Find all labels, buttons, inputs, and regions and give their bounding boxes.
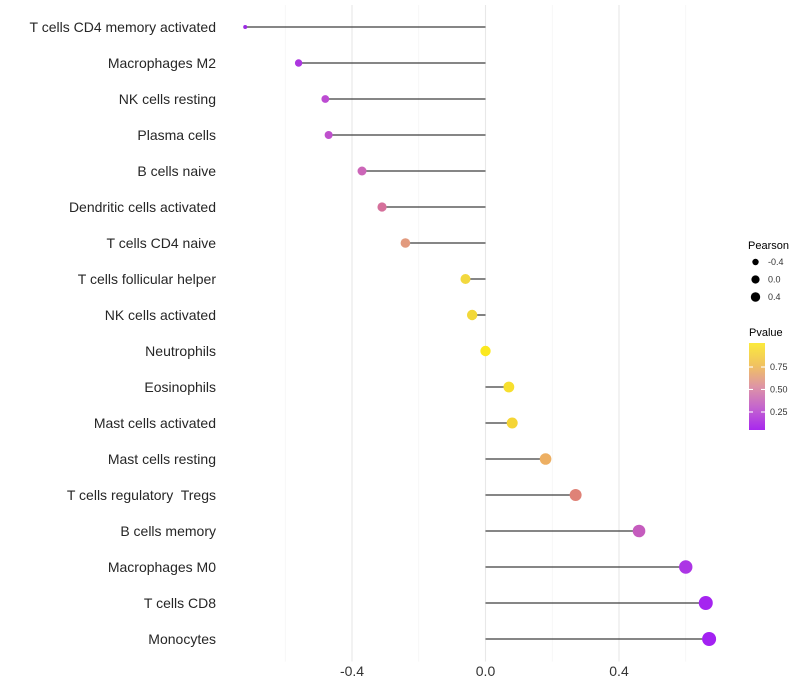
category-label: B cells memory <box>120 523 216 539</box>
category-label: Macrophages M2 <box>108 55 216 71</box>
lollipop-dot <box>632 524 646 538</box>
category-label: T cells regulatory Tregs <box>67 487 216 503</box>
lollipop-dot <box>460 274 471 284</box>
legend-pvalue-title: Pvalue <box>749 327 783 339</box>
category-label: T cells CD4 naive <box>107 235 217 251</box>
x-tick-label: 0.4 <box>609 663 629 679</box>
lollipop-dot <box>324 131 333 139</box>
category-label: Monocytes <box>148 631 216 647</box>
colorbar-ticks: 0.75 0.50 0.25 <box>749 362 788 417</box>
lollipop-dot <box>569 489 582 501</box>
legend-pearson: Pearson -0.4 0.0 0.4 <box>748 240 789 302</box>
legend-pearson-title: Pearson <box>748 240 789 252</box>
category-labels: T cells CD4 memory activated Macrophages … <box>30 19 217 647</box>
category-label: Macrophages M0 <box>108 559 216 575</box>
colorbar-label: 0.50 <box>770 384 788 394</box>
category-label: T cells CD8 <box>144 595 216 611</box>
x-tick-label: -0.4 <box>340 663 364 679</box>
legend-size-label: -0.4 <box>768 257 784 267</box>
lollipop-dot <box>539 453 552 465</box>
lollipop-dot <box>357 166 367 176</box>
category-label: Mast cells activated <box>94 415 216 431</box>
lollipop-dot <box>377 202 387 212</box>
lollipop-dot <box>243 25 248 29</box>
lollipop-dot <box>698 596 713 610</box>
lollipop-dot <box>400 238 411 248</box>
category-label: Eosinophils <box>144 379 216 395</box>
lollipop-dot <box>480 345 491 357</box>
lollipop-dot <box>294 59 303 67</box>
legend-size-label: 0.0 <box>768 275 781 285</box>
lollipop-dots <box>243 25 717 646</box>
x-tick-label: 0.0 <box>476 663 496 679</box>
category-label: B cells naive <box>137 163 216 179</box>
category-label: Dendritic cells activated <box>69 199 216 215</box>
colorbar-label: 0.25 <box>770 407 788 417</box>
lollipop-dot <box>321 95 330 103</box>
category-label: NK cells resting <box>119 91 216 107</box>
lollipop-dot <box>503 381 515 393</box>
lollipop-dot <box>466 309 478 321</box>
category-label: T cells CD4 memory activated <box>30 19 216 35</box>
legend-size-dot <box>752 258 759 266</box>
legend-size-label: 0.4 <box>768 292 781 302</box>
x-axis-labels: -0.4 0.0 0.4 <box>340 663 629 679</box>
category-label: Neutrophils <box>145 343 216 359</box>
legend-size-dot <box>751 275 760 284</box>
category-label: NK cells activated <box>105 307 216 323</box>
legend-size-dot <box>750 292 761 302</box>
lollipop-dot <box>702 632 717 646</box>
lollipop-dot <box>506 417 518 429</box>
category-label: Mast cells resting <box>108 451 216 467</box>
colorbar-label: 0.75 <box>770 362 788 372</box>
lollipop-stems <box>245 26 710 640</box>
category-label: Plasma cells <box>137 127 216 143</box>
legend-pvalue: Pvalue 0.75 0.50 0.25 <box>749 327 788 430</box>
gridlines <box>284 5 687 662</box>
category-label: T cells follicular helper <box>78 271 217 287</box>
colorbar <box>749 343 765 430</box>
lollipop-dot <box>679 560 693 574</box>
